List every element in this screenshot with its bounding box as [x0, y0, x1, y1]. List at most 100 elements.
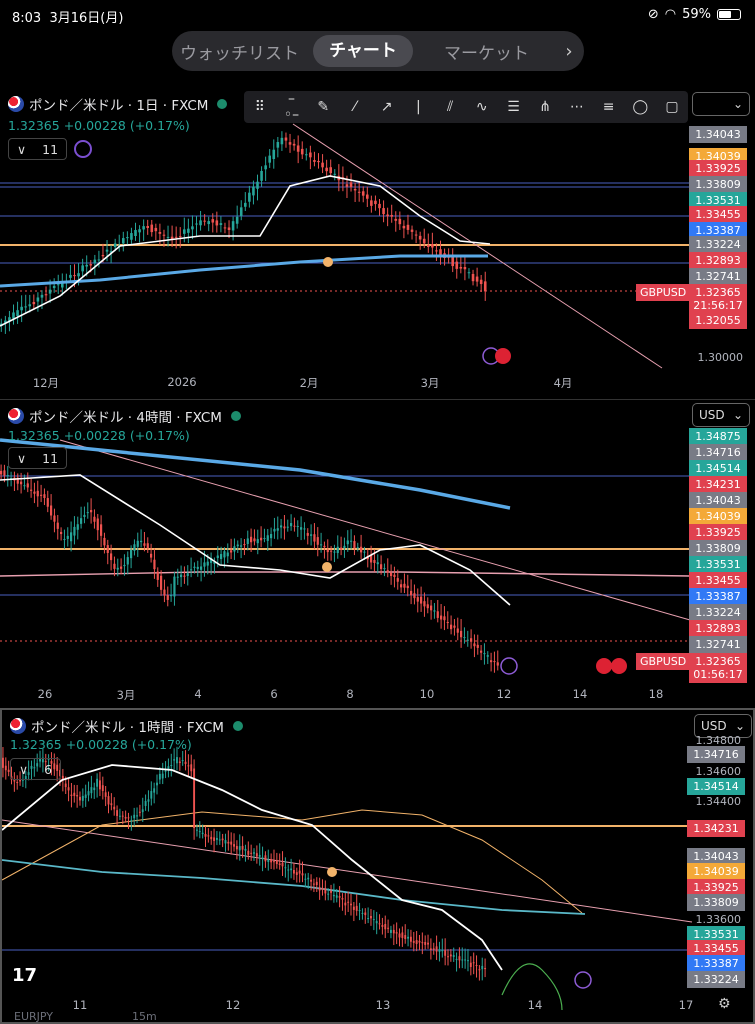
h1-candle — [244, 848, 247, 851]
h1-candle — [298, 870, 301, 874]
path-icon[interactable]: ∿ — [475, 99, 488, 115]
h4-candle — [300, 527, 303, 530]
gann-icon[interactable]: ⋯ — [569, 99, 584, 115]
price-tag: 1.33455 — [689, 206, 747, 223]
h1-candle — [432, 948, 435, 950]
daily-candle — [276, 142, 280, 148]
daily-candle — [178, 236, 182, 238]
h1-candle — [364, 912, 367, 916]
price-tag: 1.33455 — [687, 940, 745, 957]
tab-watchlist[interactable]: ウォッチリスト — [180, 43, 299, 64]
chart-pane-daily[interactable]: ポンド／米ドル · 1日 · FXCM 1.32365 +0.00228 (+0… — [0, 86, 755, 399]
tab-market[interactable]: マーケット — [444, 43, 529, 64]
h1-candle — [99, 780, 101, 790]
daily-candle — [24, 306, 27, 308]
h4-candle — [130, 549, 133, 559]
daily-candle — [195, 223, 198, 225]
h1-candle — [469, 962, 472, 967]
h1-candle — [318, 887, 321, 891]
parallel-channel-icon[interactable]: ⫽ — [446, 99, 454, 115]
settings-gear-icon[interactable]: ⚙ — [718, 996, 731, 1012]
horizontal-ray-icon[interactable]: –◦– — [283, 91, 300, 123]
daily-candle — [223, 227, 227, 229]
chevron-right-icon[interactable]: › — [565, 40, 573, 62]
h4-candle — [216, 555, 219, 559]
brush-icon[interactable]: ✎ — [317, 99, 330, 115]
h4-candle — [183, 575, 186, 577]
h4-candle — [53, 515, 56, 522]
pane-header: ポンド／米ドル · 1日 · FXCM — [8, 94, 228, 114]
h1-candle — [461, 959, 464, 961]
h4-candle — [153, 559, 156, 570]
h4-candle — [260, 537, 263, 541]
h1-candle — [218, 839, 221, 841]
daily-candle — [410, 229, 414, 232]
h4-candle — [43, 494, 46, 499]
status-date: 3月16日(月) — [49, 11, 124, 26]
h4-candle — [46, 498, 49, 507]
h4-candle — [66, 535, 69, 539]
indicator-toggle[interactable]: ∨ 11 — [8, 447, 68, 469]
h4-candle — [83, 514, 86, 517]
price-tag: 1.33531 — [687, 926, 745, 943]
pitchfork-icon[interactable]: ⋔ — [539, 99, 552, 115]
tab-chart[interactable]: チャート — [313, 35, 413, 67]
h4-candle — [56, 522, 59, 529]
daily-candle — [134, 230, 137, 236]
x-axis-label: 13 — [375, 998, 391, 1012]
replay-icon[interactable] — [74, 140, 92, 158]
h1-candle — [127, 817, 130, 819]
circle-icon[interactable]: ◯ — [632, 99, 649, 115]
h4-candle — [240, 545, 243, 547]
ray-icon[interactable]: ↗ — [380, 99, 393, 115]
daily-candle — [309, 152, 312, 158]
gbpusd-flag-icon — [8, 408, 24, 424]
daily-candle — [260, 170, 263, 181]
h4-candle — [373, 560, 376, 563]
h1-candle — [358, 910, 361, 912]
h4-candle — [120, 566, 123, 569]
h4-candle — [460, 630, 463, 638]
h1-candle — [204, 834, 207, 837]
h1-candle — [293, 869, 295, 874]
h4-candle — [90, 510, 93, 513]
fib-retracement-icon[interactable]: ☰ — [507, 99, 520, 115]
chart-pane-1h[interactable]: ポンド／米ドル · 1時間 · FXCM 1.32365 +0.00228 (+… — [0, 708, 755, 1024]
price-tag: 1.34231 — [687, 820, 745, 837]
currency-select[interactable]: USD ⌄ — [692, 403, 750, 427]
fib-channel-icon[interactable]: ≡ — [602, 99, 615, 115]
indicator-toggle[interactable]: ∨ 6 — [10, 758, 62, 780]
h1-candle — [267, 859, 270, 862]
currency-select[interactable]: USD ⌄ — [694, 714, 752, 738]
chart-pane-4h[interactable]: ポンド／米ドル · 4時間 · FXCM 1.32365 +0.00228 (+… — [0, 399, 755, 707]
h4-candle — [103, 537, 106, 546]
h1-candle — [464, 959, 467, 961]
chart-canvas-daily[interactable] — [0, 86, 755, 399]
daily-candle — [398, 218, 402, 225]
h1-candle — [287, 869, 290, 871]
x-axis-label: 17 — [678, 998, 694, 1012]
currency-select[interactable]: ⌄ — [692, 92, 750, 116]
trend-line-icon[interactable]: ⁄ — [353, 99, 357, 115]
chart-canvas-1h[interactable] — [2, 710, 755, 1024]
h4-candle — [440, 615, 443, 620]
main-tab-bar: ウォッチリスト チャート マーケット › — [172, 31, 584, 71]
h4-candle — [496, 662, 499, 666]
daily-candle — [183, 229, 186, 234]
drag-handle-icon[interactable]: ⠿ — [254, 99, 265, 115]
h1-candle — [304, 878, 307, 880]
h1-candle — [190, 764, 193, 772]
indicator-toggle[interactable]: ∨ 11 — [8, 138, 68, 160]
h1-candle — [36, 763, 39, 767]
h1-candle — [429, 948, 432, 950]
daily-candle — [422, 238, 426, 244]
h1-candle — [258, 854, 261, 857]
vertical-line-icon[interactable]: | — [416, 99, 421, 115]
h1-candle — [210, 836, 213, 840]
chart-canvas-4h[interactable] — [0, 400, 755, 708]
h4-candle — [173, 576, 176, 597]
ma-100 — [0, 571, 691, 577]
h4-candle — [346, 540, 349, 545]
rectangle-icon[interactable]: ▢ — [665, 99, 679, 115]
